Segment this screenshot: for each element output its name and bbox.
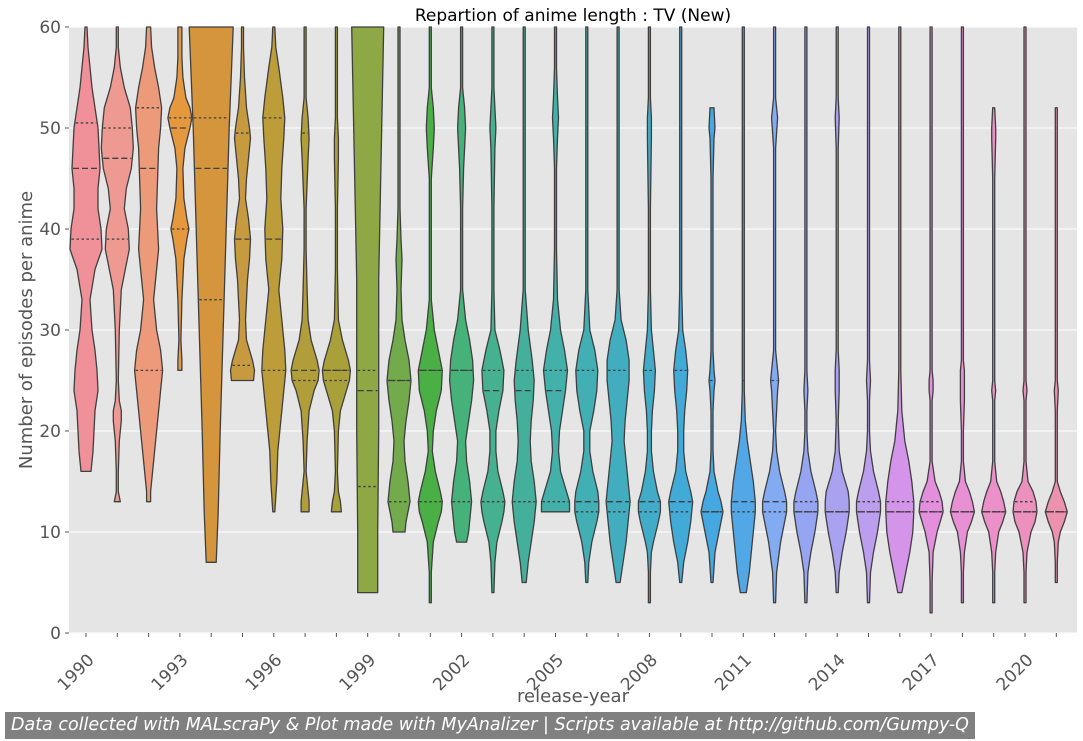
violin-1993 — [167, 26, 193, 372]
violin-2004 — [511, 26, 537, 584]
y-tick-label: 40 — [39, 220, 61, 240]
x-tick-label: 2020 — [993, 650, 1038, 695]
violin-body — [480, 26, 506, 594]
violin-2007 — [605, 26, 631, 584]
y-tick-label: 60 — [39, 18, 61, 38]
violin-body — [574, 26, 600, 584]
violin-2006 — [574, 26, 600, 584]
violin-2009 — [668, 26, 694, 584]
violin-2002 — [448, 26, 475, 543]
violin-2013 — [793, 26, 819, 604]
violin-body — [855, 26, 882, 604]
violin-2001 — [417, 26, 443, 604]
violin-body — [229, 26, 256, 382]
x-axis-label: release-year — [517, 686, 630, 707]
violin-body — [949, 26, 976, 604]
y-tick-label: 10 — [39, 523, 61, 543]
violin-1997 — [290, 26, 320, 513]
chart-title: Repartion of anime length : TV (New) — [415, 6, 731, 26]
y-axis-ticks: 0 10 20 30 40 50 60 — [39, 18, 69, 644]
violin-2016 — [885, 26, 915, 594]
violin-1996 — [261, 26, 287, 513]
x-tick-label: 1993 — [148, 650, 193, 695]
grid-lines — [69, 26, 1077, 634]
x-tick-label: 1996 — [242, 650, 287, 695]
violin-body — [761, 26, 788, 604]
violin-2018 — [949, 26, 976, 604]
violin-body — [918, 26, 944, 614]
violin-body — [1044, 107, 1068, 584]
violin-2005 — [540, 26, 571, 513]
violin-1998 — [321, 26, 352, 513]
violin-body — [417, 26, 443, 604]
violin-body — [824, 26, 850, 594]
violin-2014 — [824, 26, 850, 594]
violin-1995 — [229, 26, 256, 382]
violin-body — [1012, 26, 1038, 604]
violin-body — [637, 26, 662, 604]
violin-1999 — [351, 26, 385, 594]
y-tick-label: 20 — [39, 422, 61, 442]
y-tick-label: 50 — [39, 119, 61, 139]
violin-body — [700, 107, 724, 584]
violin-2011 — [730, 26, 756, 594]
violin-body — [321, 26, 352, 513]
footer-note: Data collected with MALscraPy & Plot mad… — [5, 712, 975, 739]
x-tick-label: 2011 — [711, 650, 756, 695]
violin-1991 — [100, 26, 134, 503]
violin-2010 — [700, 107, 724, 584]
x-tick-label: 1990 — [54, 650, 99, 695]
violin-body — [167, 26, 193, 372]
violin-body — [290, 26, 320, 513]
violin-body — [133, 26, 164, 503]
violin-body — [351, 26, 385, 594]
violin-body — [386, 26, 412, 533]
violin-body — [668, 26, 694, 584]
violin-2021 — [1044, 107, 1068, 584]
violin-2003 — [480, 26, 506, 594]
violin-body — [511, 26, 537, 584]
violin-2008 — [637, 26, 662, 604]
violin-body — [730, 26, 756, 594]
y-axis-label: Number of episodes per anime — [16, 191, 37, 469]
x-tick-label: 2002 — [429, 650, 474, 695]
violin-2019 — [981, 107, 1007, 604]
violin-body — [793, 26, 819, 604]
x-tick-label: 1999 — [336, 650, 381, 695]
x-tick-label: 2014 — [805, 650, 850, 695]
violin-1994 — [188, 26, 234, 563]
violin-body — [69, 26, 103, 473]
violin-2012 — [761, 26, 788, 604]
violin-2020 — [1012, 26, 1038, 604]
violin-1990 — [69, 26, 103, 473]
violin-2015 — [855, 26, 882, 604]
y-tick-label: 0 — [50, 624, 61, 644]
violin-2000 — [386, 26, 412, 533]
violin-body — [188, 26, 234, 563]
y-tick-label: 30 — [39, 321, 61, 341]
violin-2017 — [918, 26, 944, 614]
violin-body — [261, 26, 287, 513]
violin-body — [885, 26, 915, 594]
violin-body — [981, 107, 1007, 604]
violins — [69, 26, 1068, 614]
violin-body — [100, 26, 134, 503]
x-tick-label: 2017 — [899, 650, 944, 695]
violin-1992 — [133, 26, 164, 503]
violin-body — [448, 26, 475, 543]
violin-body — [605, 26, 631, 584]
